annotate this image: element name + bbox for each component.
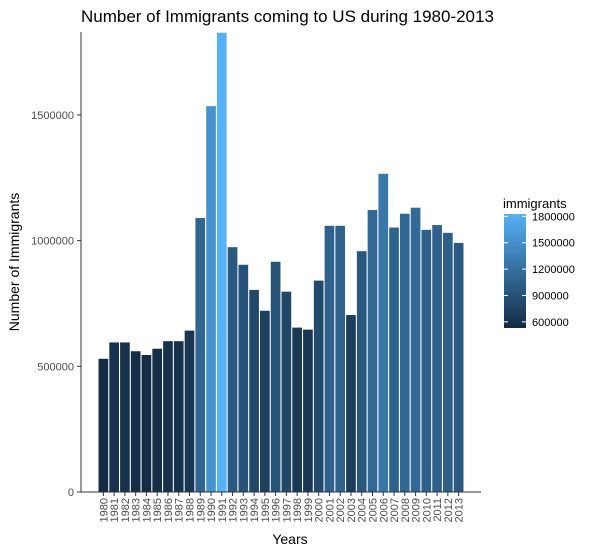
- x-tick-label-1982: 1982: [120, 498, 132, 522]
- y-tick-label-1500000: 1500000: [31, 110, 74, 122]
- x-tick-label-1987: 1987: [174, 498, 186, 522]
- x-tick-label-1989: 1989: [195, 498, 207, 522]
- bar-1981: [109, 342, 119, 492]
- plot-area: 1980198119821983198419851986198719881989…: [31, 32, 481, 522]
- bar-2011: [432, 225, 442, 493]
- x-tick-label-2010: 2010: [421, 498, 433, 522]
- x-tick-label-1983: 1983: [131, 498, 143, 522]
- bar-2002: [335, 225, 346, 493]
- x-tick-label-1990: 1990: [206, 498, 218, 522]
- x-tick-label-2005: 2005: [368, 498, 380, 522]
- bar-2007: [389, 227, 399, 492]
- x-tick-label-1996: 1996: [271, 498, 283, 522]
- bar-2006: [378, 173, 389, 492]
- bar-1987: [173, 341, 184, 492]
- y-tick-label-1000000: 1000000: [31, 236, 74, 248]
- y-tick-label-500000: 500000: [37, 361, 74, 373]
- x-axis-title: Years: [272, 531, 307, 547]
- x-tick-label-1988: 1988: [185, 498, 197, 522]
- x-tick-label-2011: 2011: [432, 498, 444, 522]
- x-tick-label-2008: 2008: [400, 498, 412, 522]
- x-tick-label-1991: 1991: [217, 498, 229, 522]
- bar-2001: [324, 225, 335, 493]
- bar-2010: [421, 229, 432, 492]
- bar-1989: [195, 218, 206, 492]
- bar-1985: [152, 348, 163, 492]
- x-tick-label-2012: 2012: [443, 498, 455, 522]
- x-tick-label-1999: 1999: [303, 498, 315, 522]
- bar-1995: [260, 310, 270, 492]
- bar-1991: [216, 32, 227, 492]
- bar-2004: [356, 251, 367, 492]
- x-tick-label-1981: 1981: [109, 498, 121, 522]
- chart-title: Number of Immigrants coming to US during…: [81, 7, 494, 26]
- x-tick-label-1993: 1993: [238, 498, 250, 522]
- x-tick-label-2004: 2004: [357, 498, 369, 522]
- bar-1999: [303, 329, 313, 492]
- bar-1993: [238, 264, 249, 492]
- x-tick-label-1984: 1984: [141, 498, 153, 522]
- bar-1997: [281, 291, 292, 492]
- x-tick-label-1998: 1998: [292, 498, 304, 522]
- legend-label-900000: 900000: [532, 290, 569, 302]
- bar-1986: [163, 341, 173, 492]
- bar-2008: [399, 213, 410, 493]
- legend-label-1200000: 1200000: [532, 264, 575, 276]
- x-tick-label-1997: 1997: [281, 498, 293, 522]
- bar-2003: [346, 315, 356, 492]
- legend-label-1500000: 1500000: [532, 238, 575, 250]
- bar-2000: [313, 280, 324, 492]
- x-tick-label-1992: 1992: [228, 498, 240, 522]
- x-tick-label-2006: 2006: [378, 498, 390, 522]
- bar-2012: [443, 232, 453, 492]
- legend-label-1800000: 1800000: [532, 211, 575, 223]
- x-tick-label-1995: 1995: [260, 498, 272, 522]
- x-tick-label-1980: 1980: [98, 498, 110, 522]
- bar-1996: [270, 261, 281, 492]
- bar-2009: [410, 207, 421, 492]
- x-tick-label-2013: 2013: [454, 498, 466, 522]
- bar-1980: [98, 358, 109, 492]
- x-tick-label-2007: 2007: [389, 498, 401, 522]
- x-tick-label-1986: 1986: [163, 498, 175, 522]
- bar-1994: [249, 289, 259, 492]
- bar-2005: [367, 209, 378, 492]
- x-tick-label-2009: 2009: [411, 498, 423, 522]
- bar-1982: [120, 342, 130, 492]
- x-tick-label-1985: 1985: [152, 498, 164, 522]
- bar-1988: [184, 330, 195, 492]
- x-tick-label-2000: 2000: [314, 498, 326, 522]
- x-tick-label-2003: 2003: [346, 498, 358, 522]
- legend-title: immigrants: [503, 196, 567, 211]
- bar-1990: [206, 106, 216, 493]
- legend-colorbar: [504, 214, 526, 328]
- bar-1998: [292, 327, 302, 492]
- y-axis-title: Number of Immigrants: [6, 193, 22, 331]
- bar-1992: [227, 247, 238, 492]
- y-tick-label-0: 0: [68, 487, 74, 499]
- x-tick-label-2001: 2001: [324, 498, 336, 522]
- x-tick-label-2002: 2002: [335, 498, 347, 522]
- bar-1984: [141, 355, 152, 492]
- legend-label-600000: 600000: [532, 317, 569, 329]
- bar-2013: [453, 242, 464, 492]
- bar-1983: [130, 351, 141, 492]
- color-legend: immigrants 1800000 1500000 1200000 900000 60…: [503, 196, 575, 329]
- x-tick-label-1994: 1994: [249, 498, 261, 522]
